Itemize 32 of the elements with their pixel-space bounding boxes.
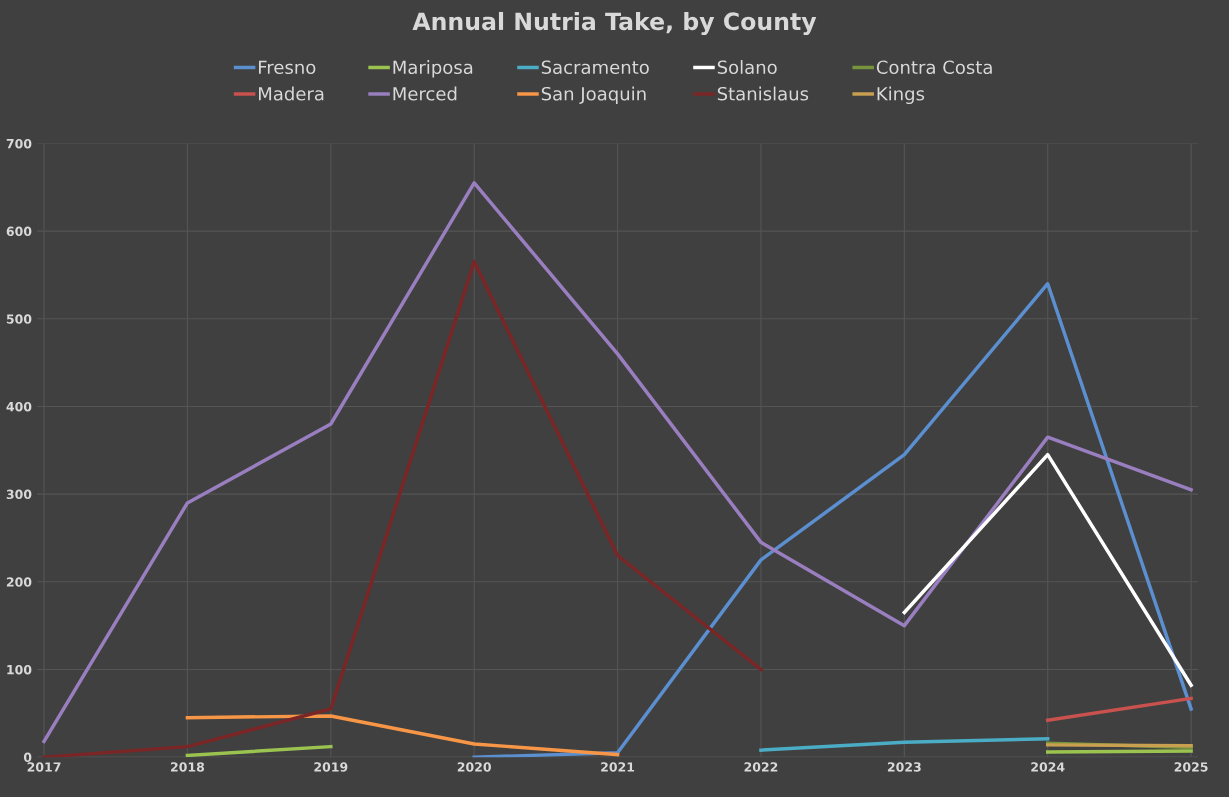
y-tick-label: 0 (23, 752, 32, 763)
legend-label: Contra Costa (876, 60, 992, 75)
chart-title: Annual Nutria Take, by County (412, 11, 817, 35)
y-tick-label: 200 (6, 577, 32, 587)
legend-label: Merced (393, 86, 457, 101)
x-tick-label: 2025 (1174, 762, 1208, 772)
x-tick-label: 2019 (314, 762, 348, 772)
legend-label: Kings (877, 86, 925, 105)
legend-label: Fresno (259, 60, 316, 75)
line-series (42, 181, 1193, 744)
x-tick-label: 2020 (457, 762, 491, 772)
legend-label: Solano (717, 60, 777, 75)
line-series (472, 281, 1193, 758)
y-tick-label: 400 (6, 401, 32, 412)
line-series (42, 260, 763, 758)
y-tick-label: 700 (6, 138, 32, 149)
x-tick-label: 2017 (27, 762, 61, 772)
y-tick-label: 300 (6, 489, 32, 500)
x-tick-label: 2021 (601, 762, 635, 772)
legend-label: San Joaquin (541, 86, 646, 105)
y-tick-label: 600 (6, 226, 32, 237)
y-tick-label: 100 (7, 664, 32, 675)
line-series (185, 714, 620, 757)
y-tick-label: 500 (6, 314, 32, 324)
x-tick-label: 2024 (1031, 762, 1065, 772)
x-tick-label: 2022 (744, 762, 778, 772)
legend-label: Stanislaus (717, 86, 809, 101)
legend-label: Madera (259, 86, 324, 101)
legend-label: Mariposa (393, 60, 473, 78)
legend-label: Sacramento (541, 60, 649, 75)
x-tick-label: 2018 (171, 762, 205, 772)
x-tick-label: 2023 (887, 762, 921, 772)
